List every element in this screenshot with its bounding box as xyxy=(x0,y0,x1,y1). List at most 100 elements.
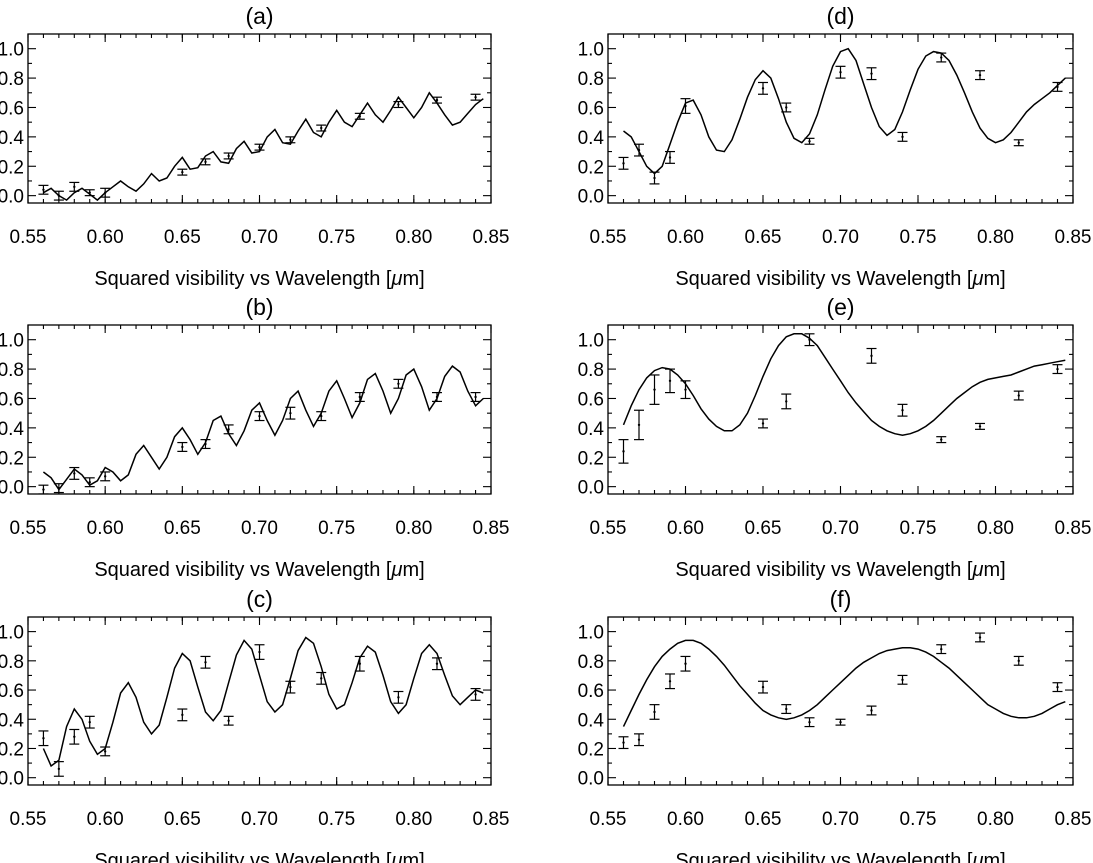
panel-f-data-point xyxy=(618,736,629,750)
panel-c-ytick-label: 0.6 xyxy=(0,681,24,702)
panel-b-ytick-label: 0.8 xyxy=(0,360,24,381)
panel-a-data-point xyxy=(431,96,442,104)
panel-d-title: (d) xyxy=(826,3,854,29)
panel-a-data-point xyxy=(69,181,80,192)
panel-d-xlabel: Squared visibility vs Wavelength [μm] xyxy=(675,268,1005,290)
data-marker xyxy=(622,741,625,744)
panel-e-data-point xyxy=(975,422,985,430)
panel-f-data-point xyxy=(866,705,877,716)
panel-d-xtick-label: 0.75 xyxy=(900,227,937,248)
panel-c-data-point xyxy=(69,728,80,745)
panel-d-xtick-label: 0.80 xyxy=(977,227,1014,248)
panel-e-data-point xyxy=(1013,390,1024,401)
xlabel-text: Squared visibility vs Wavelength [ xyxy=(675,268,973,290)
data-marker xyxy=(42,737,45,740)
panel-e-data-point xyxy=(866,347,877,364)
panel-e-xlabel: Squared visibility vs Wavelength [μm] xyxy=(675,559,1005,581)
panel-c-xtick-label: 0.55 xyxy=(10,809,47,830)
data-marker xyxy=(637,738,641,741)
panel-b-data-point xyxy=(393,378,404,389)
panel-b-data-point xyxy=(84,477,95,488)
panel-a-xtick-label: 0.55 xyxy=(10,227,47,248)
panel-a-xtick-label: 0.85 xyxy=(473,227,510,248)
panel-c-xlabel: Squared visibility vs Wavelength [μm] xyxy=(94,850,424,863)
panel-f-xtick-label: 0.65 xyxy=(745,809,782,830)
data-marker xyxy=(978,425,982,428)
panel-b-data-point xyxy=(177,441,188,452)
panel-c-xtick-label: 0.85 xyxy=(473,809,510,830)
data-marker xyxy=(358,395,362,399)
data-marker xyxy=(88,481,91,484)
panel-e-data-point xyxy=(1052,364,1063,375)
panel-a-data-point xyxy=(223,152,234,160)
panel-f-ytick-label: 1.0 xyxy=(578,623,604,644)
panel-f-data-point xyxy=(634,733,644,747)
panel-a: (a) 0.55 0.60 0.65 0.70 0.75 0.80 0.85 0.0 0.2 0.4… xyxy=(0,3,509,290)
panel-f-data-point xyxy=(804,717,815,728)
panel-d-data-point xyxy=(866,67,877,81)
panel-f-ytick-label: 0.4 xyxy=(578,710,605,731)
panel-c-data-point xyxy=(354,655,365,672)
data-marker xyxy=(785,400,788,403)
panel-d-ytick-label: 1.0 xyxy=(578,40,604,61)
panel-c-data-point xyxy=(200,655,211,669)
panel-f-xtick-label: 0.85 xyxy=(1055,809,1092,830)
panel-b: (b) 0.55 0.60 0.65 0.70 0.75 0.80 0.85 0.0 0.2 0.4… xyxy=(0,294,509,581)
panel-f-data-point xyxy=(758,680,768,694)
xlabel-text: Squared visibility vs Wavelength [ xyxy=(675,559,973,581)
panel-e-model-curve xyxy=(622,333,1066,436)
panel-b-data-point xyxy=(200,439,211,450)
xlabel-unit: m] xyxy=(983,850,1005,863)
data-marker xyxy=(474,95,477,99)
panel-b-data-point xyxy=(53,483,64,494)
panel-a-xtick-label: 0.65 xyxy=(164,227,201,248)
data-marker xyxy=(88,191,91,194)
data-marker xyxy=(653,388,656,391)
panel-a-xtick-label: 0.75 xyxy=(318,227,355,248)
panel-e-data-point xyxy=(781,393,792,410)
panel-e-ytick-label: 0.6 xyxy=(578,389,604,410)
panel-e-ytick-label: 0.0 xyxy=(578,478,604,499)
panel-e-ytick-label: 1.0 xyxy=(578,331,604,352)
xlabel-unit: m] xyxy=(983,559,1005,581)
panel-b-xtick-label: 0.70 xyxy=(241,518,278,539)
panel-f-ytick-label: 0.8 xyxy=(578,652,604,673)
panel-c-data-point xyxy=(285,680,296,694)
panel-e-data-point xyxy=(665,368,675,394)
panel-d-xtick-label: 0.55 xyxy=(590,227,627,248)
panel-c-data-point xyxy=(431,657,442,671)
xlabel-text: Squared visibility vs Wavelength [ xyxy=(94,559,392,581)
panel-e-ytick-label: 0.4 xyxy=(578,419,605,440)
panel-d-xtick-label: 0.70 xyxy=(822,227,859,248)
xlabel-mu: μ xyxy=(971,559,983,581)
panel-a-data-point xyxy=(254,143,265,151)
data-marker xyxy=(181,713,184,717)
panel-c-data-point xyxy=(254,644,265,660)
panel-f-xlabel: Squared visibility vs Wavelength [μm] xyxy=(675,850,1005,863)
panel-d-data-point xyxy=(649,171,660,185)
panel-c-xtick-label: 0.80 xyxy=(395,809,432,830)
panel-f-data-point xyxy=(665,673,675,690)
panel-e-ytick-label: 0.2 xyxy=(578,448,604,469)
panel-f-ytick-label: 0.0 xyxy=(578,769,604,790)
panel-e-data-point xyxy=(804,333,815,347)
data-marker xyxy=(870,354,873,358)
panel-f-title: (f) xyxy=(830,586,852,612)
data-marker xyxy=(940,56,943,59)
xlabel-unit: m] xyxy=(402,850,424,863)
panel-d-data-point xyxy=(1052,81,1063,92)
xlabel-mu: μ xyxy=(390,268,402,290)
panel-f-data-point xyxy=(1013,655,1024,666)
data-marker xyxy=(320,126,323,130)
panel-a-data-point xyxy=(38,184,49,195)
data-marker xyxy=(474,693,477,696)
data-marker xyxy=(227,154,230,158)
panel-b-data-point xyxy=(470,392,481,403)
panel-d-data-point xyxy=(835,65,846,79)
panel-b-data-point xyxy=(100,471,111,482)
xlabel-mu: μ xyxy=(971,268,983,290)
panel-a-data-point xyxy=(53,190,64,201)
panel-c-ytick-label: 0.8 xyxy=(0,652,24,673)
